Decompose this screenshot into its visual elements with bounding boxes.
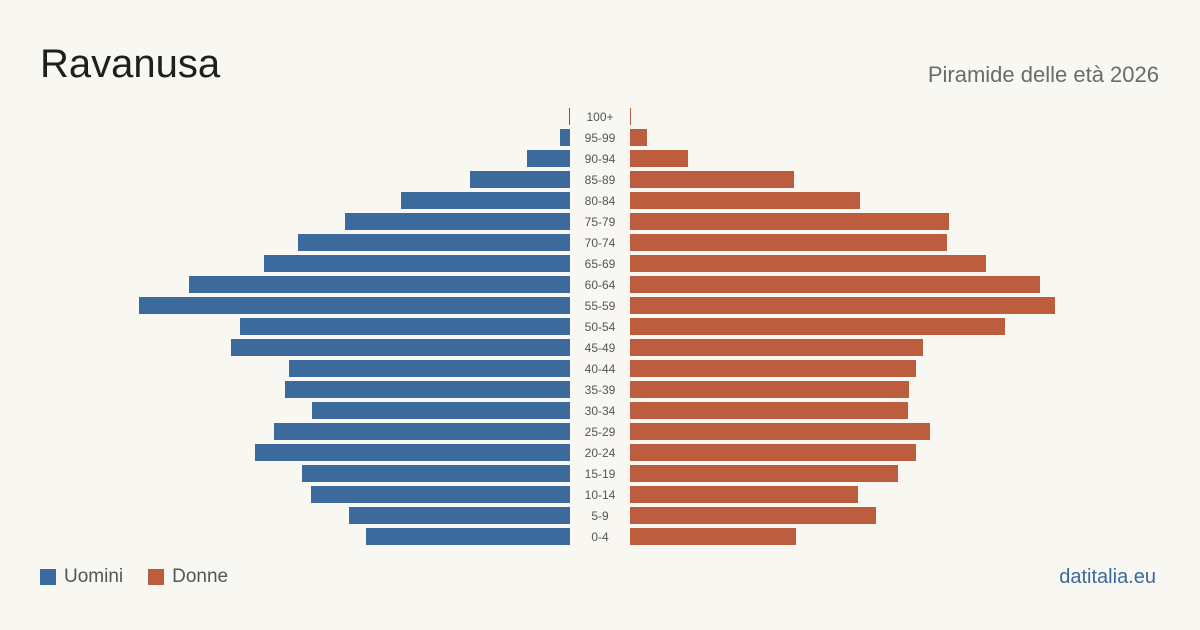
age-label: 50-54 <box>585 320 616 334</box>
bar-women-35-39 <box>630 381 909 398</box>
legend-swatch-men <box>40 569 56 585</box>
bar-women-10-14 <box>630 486 858 503</box>
bar-women-50-54 <box>630 318 1005 335</box>
bar-women-95-99 <box>630 129 647 146</box>
chart-legend: Uomini Donne <box>40 566 253 588</box>
legend-label-women: Donne <box>172 566 229 587</box>
age-label: 70-74 <box>585 236 616 250</box>
bar-men-70-74 <box>298 234 570 251</box>
age-label: 55-59 <box>585 299 616 313</box>
page-title: Ravanusa <box>40 42 221 86</box>
legend-label-men: Uomini <box>64 566 124 587</box>
bar-men-40-44 <box>289 360 570 377</box>
bar-men-10-14 <box>311 486 570 503</box>
bar-women-70-74 <box>630 234 947 251</box>
chart-subtitle: Piramide delle età 2026 <box>927 62 1159 87</box>
bar-men-30-34 <box>312 402 570 419</box>
bar-women-15-19 <box>630 465 898 482</box>
bar-women-25-29 <box>630 423 930 440</box>
bar-women-40-44 <box>630 360 916 377</box>
site-link[interactable]: datitalia.eu <box>1059 566 1156 588</box>
age-label: 20-24 <box>585 446 616 460</box>
bar-women-20-24 <box>630 444 916 461</box>
age-label: 60-64 <box>585 278 616 292</box>
age-label: 30-34 <box>585 404 616 418</box>
bar-women-100+ <box>630 108 631 125</box>
bar-women-0-4 <box>630 528 796 545</box>
age-label: 45-49 <box>585 341 616 355</box>
bar-men-55-59 <box>139 297 570 314</box>
bar-men-0-4 <box>366 528 570 545</box>
bar-women-45-49 <box>630 339 923 356</box>
bar-women-5-9 <box>630 507 876 524</box>
bar-men-45-49 <box>231 339 570 356</box>
bar-men-35-39 <box>285 381 570 398</box>
bar-men-85-89 <box>470 171 570 188</box>
age-label: 90-94 <box>585 152 616 166</box>
age-label: 5-9 <box>591 509 609 523</box>
age-label: 40-44 <box>585 362 616 376</box>
age-label: 15-19 <box>585 467 616 481</box>
age-label: 85-89 <box>585 173 616 187</box>
legend-item-women: Donne <box>148 566 228 588</box>
bar-women-30-34 <box>630 402 908 419</box>
bar-women-85-89 <box>630 171 794 188</box>
bar-men-50-54 <box>240 318 570 335</box>
bar-women-55-59 <box>630 297 1055 314</box>
bar-men-25-29 <box>274 423 570 440</box>
age-label: 25-29 <box>585 425 616 439</box>
bar-men-60-64 <box>189 276 570 293</box>
age-label: 95-99 <box>585 131 616 145</box>
age-label: 10-14 <box>585 488 616 502</box>
age-label: 100+ <box>586 110 613 124</box>
age-label: 80-84 <box>585 194 616 208</box>
bar-men-5-9 <box>349 507 570 524</box>
bar-women-65-69 <box>630 255 986 272</box>
bar-women-75-79 <box>630 213 949 230</box>
bar-men-20-24 <box>255 444 570 461</box>
bar-men-100+ <box>569 108 570 125</box>
bar-men-15-19 <box>302 465 570 482</box>
age-label: 35-39 <box>585 383 616 397</box>
bar-women-80-84 <box>630 192 860 209</box>
bar-men-80-84 <box>401 192 570 209</box>
bar-men-95-99 <box>560 129 570 146</box>
legend-item-men: Uomini <box>40 566 123 588</box>
bar-men-90-94 <box>527 150 570 167</box>
age-label: 0-4 <box>591 530 609 544</box>
bar-men-75-79 <box>345 213 570 230</box>
bar-women-90-94 <box>630 150 688 167</box>
legend-swatch-women <box>148 569 165 585</box>
age-label: 75-79 <box>585 215 616 229</box>
bar-men-65-69 <box>264 255 570 272</box>
age-label: 65-69 <box>585 257 616 271</box>
bar-women-60-64 <box>630 276 1040 293</box>
